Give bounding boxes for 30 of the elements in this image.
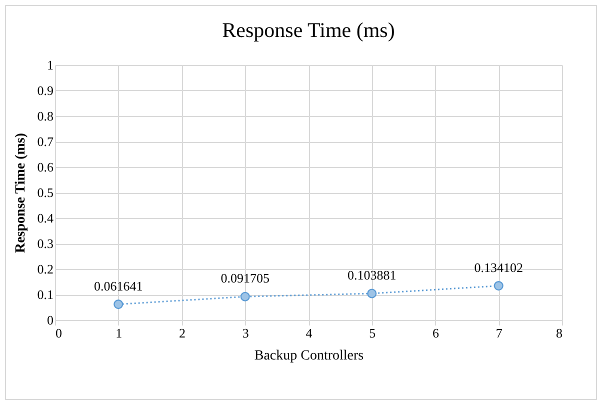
y-tick-label: 0.7 [37, 134, 54, 149]
x-axis-title: Backup Controllers [254, 348, 364, 364]
x-tick-label: 5 [369, 326, 376, 340]
data-label: 0.134102 [474, 260, 523, 275]
data-label: 0.061641 [94, 278, 143, 294]
point [114, 300, 124, 310]
y-tick-label: 0.2 [37, 262, 54, 276]
x-tick-label: 4 [306, 326, 313, 340]
x-tick-label: 7 [496, 326, 503, 340]
y-tick-label: 0.3 [37, 236, 54, 251]
y-axis-title: Response Time (ms) [13, 132, 28, 254]
x-tick-label: 6 [432, 326, 440, 340]
x-tick-label: 8 [556, 326, 562, 340]
point [494, 281, 504, 291]
chart-title: Response Time (ms) [222, 18, 395, 42]
data-label: 0.103881 [348, 268, 396, 283]
x-tick-label: 3 [242, 326, 249, 340]
y-tick-label: 0.9 [37, 83, 54, 98]
x-tick-label: 2 [179, 326, 186, 340]
y-tick-label: 0 [47, 312, 54, 328]
y-tick-label: 0.6 [37, 160, 54, 174]
y-tick-label: 0.4 [37, 210, 54, 226]
point [367, 288, 377, 298]
point [240, 292, 250, 302]
y-tick-label: 1 [47, 58, 54, 72]
y-tick-label: 0.8 [37, 108, 54, 124]
data-label: 0.091705 [220, 270, 270, 286]
y-tick-label: 0.1 [37, 287, 54, 302]
y-tick-label: 0.5 [37, 185, 54, 200]
x-tick-label: 1 [116, 326, 122, 340]
